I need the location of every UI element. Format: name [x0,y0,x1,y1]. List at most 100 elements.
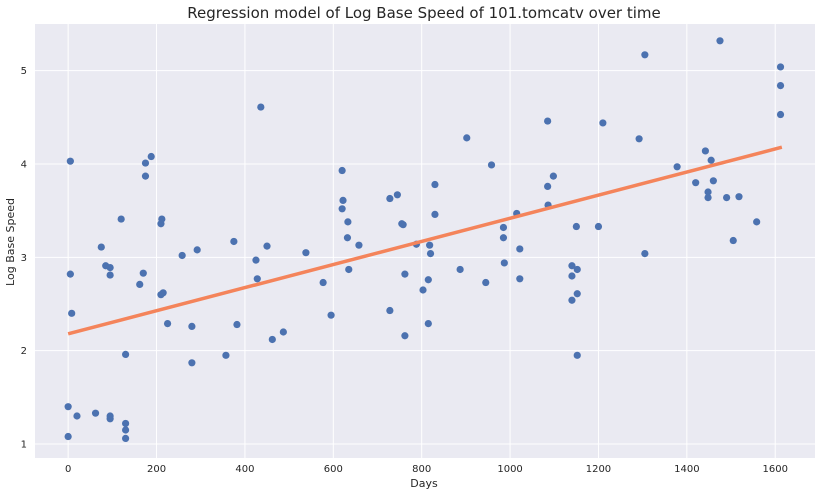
data-point [338,205,346,213]
data-point [139,269,147,277]
data-point [64,432,72,441]
x-tick-label: 1400 [674,464,699,475]
data-point [230,237,238,246]
data-point [257,103,265,111]
data-point [338,166,346,175]
data-point [188,322,196,330]
data-point [147,152,155,161]
data-point [159,289,167,297]
data-point [701,147,710,155]
data-point [233,320,241,329]
data-point [573,290,581,298]
data-point [500,259,508,267]
data-point [141,172,150,180]
data-point [188,359,196,367]
data-point [327,311,335,319]
data-point [641,51,649,59]
data-point [573,265,581,274]
data-point [753,218,761,226]
data-point [73,412,81,420]
y-axis-label: Log Base Speed [4,198,17,286]
data-point [463,134,471,142]
data-point [707,156,715,164]
data-point [401,270,409,278]
x-axis-label: Days [410,477,438,490]
data-point [419,286,427,294]
data-point [178,251,186,260]
data-point [121,426,130,434]
data-point [252,256,260,264]
regression-line [67,145,783,336]
data-point [729,236,737,245]
data-point [426,241,434,249]
data-point [549,172,557,180]
data-point [572,222,580,231]
data-point [704,188,712,196]
data-point [573,351,581,359]
data-point [568,272,576,280]
y-tick-label: 4 [21,160,27,171]
x-tick-labels: 0 200 400 600 800 1000 1200 1400 1600 [65,464,788,475]
data-point [482,278,490,287]
data-point [709,177,717,185]
data-point [68,309,76,317]
data-point [355,241,363,249]
data-point [136,280,144,288]
data-point [776,82,785,90]
x-tick-label: 0 [65,464,71,475]
data-point [594,222,603,231]
data-point [516,245,524,253]
data-point [635,135,643,143]
regression-line-group [67,145,783,336]
data-point [302,249,310,257]
y-tick-label: 5 [21,66,27,77]
y-tick-label: 3 [21,253,27,264]
x-tick-label: 1200 [586,464,611,475]
data-point [121,350,130,358]
data-point [97,243,105,251]
data-point [544,117,552,125]
data-point [222,351,230,359]
data-point [345,265,353,274]
data-point [456,265,464,274]
data-point [343,234,352,242]
data-point [499,223,508,232]
data-point [193,246,201,254]
data-point [386,194,394,203]
data-point [641,250,649,258]
data-point [141,159,150,167]
data-point [516,275,524,283]
data-point [106,271,114,279]
data-point [66,157,74,165]
data-point [399,221,407,229]
data-point [106,264,114,272]
data-point [344,218,352,226]
data-point [735,193,743,201]
data-point [424,320,432,328]
data-point [121,419,130,428]
x-tick-label: 1000 [497,464,522,475]
data-point [776,110,785,119]
data-point [599,119,607,127]
data-point [431,180,439,189]
y-tick-labels: 1 2 3 4 5 [21,66,27,450]
data-point [401,332,409,340]
data-point [263,242,271,250]
data-point [499,234,508,242]
data-point [776,63,785,71]
data-point [393,191,401,199]
data-point [66,270,74,278]
data-point [431,210,439,218]
data-point [716,37,724,45]
data-point [568,262,576,270]
data-point [692,179,700,187]
data-point [424,276,432,284]
y-tick-label: 1 [21,440,27,451]
data-point [426,250,435,258]
data-point [723,194,731,202]
y-tick-label: 2 [21,346,27,357]
data-point [319,278,327,287]
data-point [386,306,394,315]
data-point [544,182,552,190]
